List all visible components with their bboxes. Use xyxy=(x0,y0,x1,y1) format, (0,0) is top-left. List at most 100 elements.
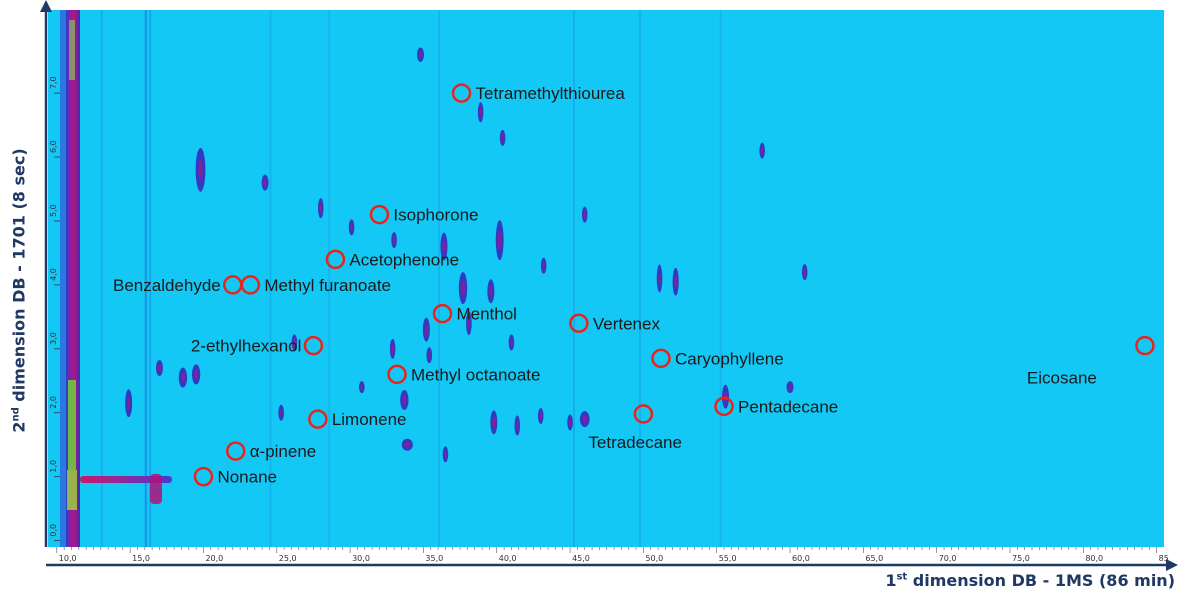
peak-core xyxy=(501,134,504,142)
peak-core xyxy=(127,396,131,410)
compound-label: 2-ethylhexanol xyxy=(191,337,302,356)
bleed-band xyxy=(573,10,576,547)
y-axis-title: 2nd dimension DB - 1701 (8 sec) xyxy=(9,147,29,433)
compound-marker xyxy=(569,313,589,333)
peak-core xyxy=(392,236,396,244)
compound-label: Nonane xyxy=(217,468,277,487)
peak-blobs xyxy=(125,47,808,463)
compound-label: Vertenex xyxy=(593,314,661,333)
x-tick-label: 85 xyxy=(1159,554,1169,563)
peak-core xyxy=(568,418,572,426)
y-tick-label: 6,0 xyxy=(49,140,58,153)
x-tick-label: 70,0 xyxy=(939,554,957,563)
compound-label: Menthol xyxy=(456,305,516,324)
peak-core xyxy=(157,364,161,372)
peak-core xyxy=(516,421,519,431)
peak-core xyxy=(360,384,364,390)
compound-marker xyxy=(387,364,407,385)
compound-label: Acetophenone xyxy=(349,250,459,269)
bleed-band xyxy=(328,10,331,547)
peak-core xyxy=(461,280,465,296)
compound-marker xyxy=(308,409,328,429)
compound-marker xyxy=(193,466,214,487)
compound-label: Limonene xyxy=(332,410,407,429)
peak-core xyxy=(788,384,792,390)
peak-core xyxy=(404,442,410,448)
compound-label: Isophorone xyxy=(393,206,478,225)
peak-core xyxy=(479,107,482,117)
column-bleed-bands xyxy=(100,10,722,547)
peak-core xyxy=(279,409,283,417)
peak-core xyxy=(583,210,586,219)
y-tick-label: 4,0 xyxy=(49,268,58,281)
x-tick-label: 50,0 xyxy=(645,554,663,563)
x-tick-label: 60,0 xyxy=(792,554,810,563)
x-tick-label: 15,0 xyxy=(132,554,150,563)
peak-core xyxy=(539,412,542,420)
compound-label: Tetradecane xyxy=(588,433,682,452)
x-tick-label: 55,0 xyxy=(719,554,737,563)
compound-label: α-pinene xyxy=(250,442,317,461)
peak-core xyxy=(658,272,661,285)
bleed-band xyxy=(269,10,272,547)
peak-core xyxy=(319,203,322,213)
compound-label: Methyl octanoate xyxy=(411,365,540,384)
axes: 10,0 15,0 20,0 25,0 30,0 35,0 40,0 45,0 50,0 55,0… xyxy=(40,0,1178,571)
compound-label: Caryophyllene xyxy=(675,349,784,368)
bleed-band xyxy=(719,10,722,547)
peak-core xyxy=(424,324,428,336)
compound-label: Tetramethylthiourea xyxy=(476,84,626,103)
peak-core xyxy=(510,338,513,347)
peak-core xyxy=(492,416,496,428)
compound-marker xyxy=(651,348,671,369)
compound-marker xyxy=(633,404,654,424)
peak-core xyxy=(350,223,353,231)
x-tick-label: 20,0 xyxy=(205,554,223,563)
peak-core xyxy=(402,395,407,405)
compound-label: Pentadecane xyxy=(738,397,838,416)
y-tick-label: 5,0 xyxy=(49,204,58,217)
compound-marker xyxy=(451,83,472,103)
peak-core xyxy=(428,351,431,359)
compound-marker xyxy=(240,275,261,295)
bleed-band xyxy=(144,10,147,547)
solvent-front xyxy=(60,10,172,547)
bleed-band xyxy=(638,10,641,547)
peak-core xyxy=(442,240,446,253)
peak-core xyxy=(582,415,587,423)
y-axis-arrow xyxy=(40,0,52,12)
bleed-band xyxy=(149,10,152,547)
x-tick-label: 35,0 xyxy=(425,554,443,563)
peak-core xyxy=(803,268,806,276)
x-axis-title: 1st dimension DB - 1MS (86 min) xyxy=(885,571,1175,590)
x-tick-label: 25,0 xyxy=(279,554,297,563)
peak-core xyxy=(391,344,394,354)
compound-marker xyxy=(714,396,734,417)
peak-core xyxy=(293,338,296,347)
compound-marker xyxy=(325,249,346,270)
peak-core xyxy=(467,317,471,329)
compound-marker xyxy=(369,204,390,225)
x-tick-label: 45,0 xyxy=(572,554,590,563)
bleed-band xyxy=(438,10,441,547)
x-tick-label: 65,0 xyxy=(865,554,883,563)
compound-label: Methyl furanoate xyxy=(264,276,391,295)
x-tick-label: 40,0 xyxy=(499,554,517,563)
compound-marker xyxy=(225,441,246,461)
peak-core xyxy=(263,179,267,187)
y-tick-label: 7,0 xyxy=(49,76,58,89)
bleed-band xyxy=(100,10,103,547)
x-tick-label: 75,0 xyxy=(1012,554,1030,563)
peak-core xyxy=(760,147,764,155)
peak-core xyxy=(674,275,677,288)
x-tick-label: 10,0 xyxy=(59,554,77,563)
peak-core xyxy=(418,51,422,58)
y-tick-label: 1,0 xyxy=(49,460,58,473)
y-tick-label: 0,0 xyxy=(49,524,58,537)
peak-core xyxy=(542,262,545,270)
y-tick-label: 3,0 xyxy=(49,332,58,345)
peak-core xyxy=(489,285,493,297)
compound-marker xyxy=(1135,335,1155,356)
x-axis-arrow xyxy=(1166,559,1178,571)
